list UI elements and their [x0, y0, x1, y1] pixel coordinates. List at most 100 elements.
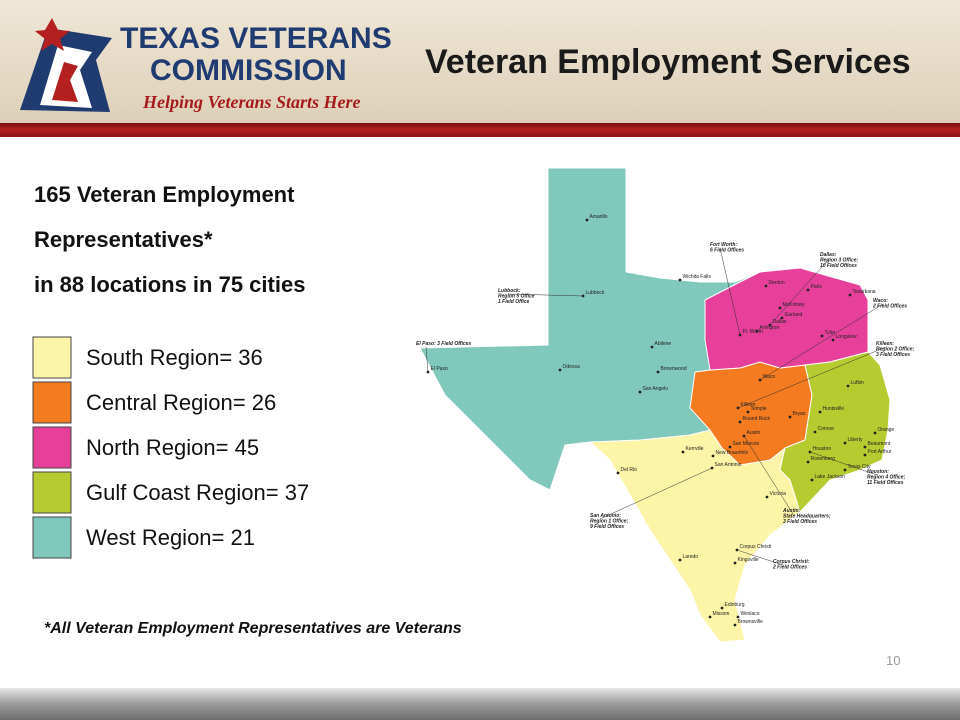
callout-label: 10 Field Offices — [820, 263, 857, 269]
city-dot — [738, 420, 742, 424]
org-name: TEXAS VETERANS — [120, 22, 392, 55]
summary: 165 Veteran Employment — [34, 182, 295, 207]
city-dot — [678, 278, 682, 282]
callout-label: 9 Field Offices — [590, 524, 624, 530]
summary: Representatives* — [34, 227, 213, 252]
city-dot — [733, 561, 737, 565]
city-label: Bryan — [793, 411, 806, 417]
city-dot — [810, 478, 814, 482]
city-label: Beaumont — [868, 441, 891, 447]
footer-bar — [0, 688, 960, 720]
texas-map: Amarillo Lubbock Wichita Falls Abilene Odess… — [416, 167, 915, 643]
city-label: Ft. Worth — [743, 329, 764, 335]
city-label: Liberty — [848, 437, 864, 443]
city-label: Texas City — [848, 464, 872, 470]
city-label: Longview — [836, 334, 858, 340]
city-dot — [863, 445, 867, 449]
callout-label: El Paso: 3 Field Offices — [416, 341, 471, 347]
city-label: New Braunfels — [716, 450, 749, 456]
callout-label: Waco: — [873, 298, 888, 304]
city-dot — [780, 316, 784, 320]
legend-label: Gulf Coast Region= 37 — [86, 480, 309, 505]
city-dot — [728, 445, 732, 449]
city-dot — [806, 288, 810, 292]
region — [779, 351, 891, 513]
city-dot — [736, 615, 740, 619]
city-label: Odessa — [563, 364, 580, 370]
callout-label: 2 Field Offices — [772, 565, 807, 571]
city-label: Lake Jackson — [815, 474, 846, 480]
callout-label: State Headquarters; — [783, 514, 831, 520]
city-label: San Antonio — [715, 462, 742, 468]
callout-label: Region 1 Office; — [590, 519, 629, 525]
city-label: Lufkin — [851, 380, 865, 386]
callout-label: 3 Field Offices — [876, 352, 910, 358]
city-dot — [848, 293, 852, 297]
city-dot — [733, 623, 737, 627]
city-dot — [813, 430, 817, 434]
callout-label: Region 4 Office; — [867, 475, 906, 481]
city-label: Corpus Christi — [740, 544, 772, 550]
city-label: Temple — [751, 406, 767, 412]
city-label: Austin — [747, 430, 761, 436]
city-label: Rosenberg — [811, 456, 836, 462]
city-dot — [843, 468, 847, 472]
callout-label: 6 Field Offices — [710, 248, 744, 254]
header-band — [0, 123, 960, 137]
legend-label: North Region= 45 — [86, 435, 259, 460]
city-label: Round Rock — [743, 416, 771, 422]
callout-label: Austin: — [782, 508, 801, 514]
legend-label: Central Region= 26 — [86, 390, 276, 415]
leader-line — [736, 549, 784, 566]
callout-label: Region 5 Office — [498, 294, 535, 300]
leader-line — [599, 467, 713, 520]
city-dot — [558, 368, 562, 372]
leader-line — [719, 247, 741, 336]
city-dot — [831, 338, 835, 342]
callout-label: 1 Field Office — [498, 299, 530, 305]
city-label: Tyler — [825, 330, 836, 336]
city-dot — [681, 450, 685, 454]
summary: in 88 locations in 75 cities — [34, 272, 305, 297]
leader-line — [759, 303, 884, 381]
city-label: Huntsville — [823, 406, 845, 412]
logo — [20, 18, 112, 112]
header-bg — [0, 0, 960, 126]
city-label: Killeen — [741, 402, 756, 408]
leader-line — [507, 293, 584, 297]
city-dot — [711, 454, 715, 458]
callout-label: Corpus Christi: — [773, 559, 810, 565]
callout-label: 11 Field Offices — [867, 480, 904, 486]
city-label: Abilene — [655, 341, 672, 347]
legend: South Region= 36 Central Region= 26 North … — [32, 336, 309, 559]
city-label: Lubbock — [586, 290, 605, 296]
city-dot — [650, 345, 654, 349]
city-label: Orange — [878, 427, 895, 433]
leader-line — [769, 257, 831, 326]
callout-label: 3 Field Offices — [783, 519, 817, 525]
legend-swatch — [32, 381, 72, 424]
legend-swatch — [32, 516, 72, 559]
city-label: Waco — [763, 374, 776, 380]
city-dot — [656, 370, 660, 374]
city-dot — [720, 606, 724, 610]
city-dot — [638, 390, 642, 394]
callout-label: Killeen: — [876, 341, 894, 347]
page-number: 10 — [886, 653, 900, 668]
callout-label: Region 2 Office; — [876, 347, 915, 353]
city-dot — [806, 460, 810, 464]
city-dot — [820, 334, 824, 338]
callout-label: Dallas: — [820, 252, 837, 258]
city-label: Garland — [785, 312, 803, 318]
city-label: Conroe — [818, 426, 835, 432]
callout-label: 2 Field Offices — [872, 304, 907, 310]
city-label: Del Rio — [621, 467, 638, 473]
city-label: Dallas — [773, 319, 787, 325]
city-label: Victoria — [770, 491, 787, 497]
city-label: Weslaco — [741, 611, 760, 617]
city-dot — [746, 410, 750, 414]
leader-line — [737, 346, 887, 409]
city-dot — [863, 453, 867, 457]
leader-line — [743, 435, 794, 515]
